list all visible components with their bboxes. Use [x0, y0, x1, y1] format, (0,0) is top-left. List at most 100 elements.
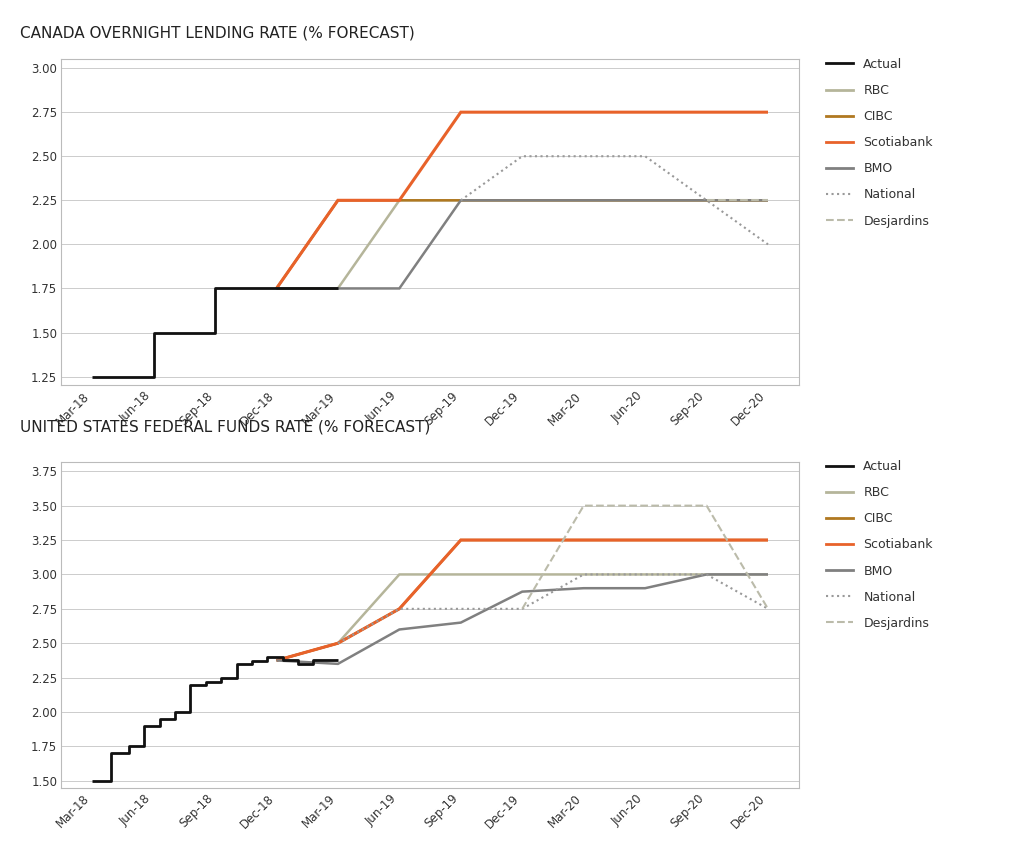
Scotiabank	[639, 535, 651, 545]
RBC	[762, 569, 774, 579]
Scotiabank	[700, 107, 713, 117]
CIBC	[639, 195, 651, 205]
BMO	[578, 195, 590, 205]
Desjardins	[516, 604, 528, 614]
National	[762, 604, 774, 614]
BMO	[393, 284, 406, 294]
National	[393, 604, 406, 614]
CIBC	[455, 195, 467, 205]
Text: UNITED STATES FEDERAL FUNDS RATE (% FORECAST): UNITED STATES FEDERAL FUNDS RATE (% FORE…	[20, 419, 431, 435]
Scotiabank	[700, 535, 713, 545]
RBC	[393, 195, 406, 205]
Scotiabank	[270, 656, 283, 666]
Legend: Actual, RBC, CIBC, Scotiabank, BMO, National, Desjardins: Actual, RBC, CIBC, Scotiabank, BMO, Nati…	[821, 455, 938, 635]
RBC	[332, 284, 344, 294]
Line: National: National	[338, 574, 768, 643]
Scotiabank	[332, 195, 344, 205]
RBC	[393, 569, 406, 579]
BMO	[578, 583, 590, 593]
Scotiabank	[455, 535, 467, 545]
BMO	[762, 569, 774, 579]
RBC	[455, 569, 467, 579]
Scotiabank	[516, 535, 528, 545]
BMO	[455, 617, 467, 628]
National	[700, 195, 713, 205]
BMO	[270, 284, 283, 294]
Scotiabank	[762, 107, 774, 117]
National	[639, 151, 651, 161]
BMO	[516, 587, 528, 597]
BMO	[270, 656, 283, 666]
BMO	[332, 284, 344, 294]
BMO	[455, 195, 467, 205]
National	[578, 569, 590, 579]
BMO	[700, 569, 713, 579]
CIBC	[393, 195, 406, 205]
Line: CIBC: CIBC	[276, 540, 768, 661]
Legend: Actual, RBC, CIBC, Scotiabank, BMO, National, Desjardins: Actual, RBC, CIBC, Scotiabank, BMO, Nati…	[821, 53, 938, 233]
National	[455, 604, 467, 614]
National	[516, 604, 528, 614]
Line: BMO: BMO	[276, 574, 768, 664]
RBC	[639, 195, 651, 205]
CIBC	[578, 195, 590, 205]
RBC	[762, 195, 774, 205]
CIBC	[270, 656, 283, 666]
Scotiabank	[393, 604, 406, 614]
National	[578, 151, 590, 161]
Line: RBC: RBC	[276, 574, 768, 661]
RBC	[332, 638, 344, 648]
CIBC	[578, 535, 590, 545]
CIBC	[332, 638, 344, 648]
Desjardins	[762, 604, 774, 614]
CIBC	[455, 535, 467, 545]
Line: CIBC: CIBC	[276, 200, 768, 289]
Scotiabank	[639, 107, 651, 117]
BMO	[639, 195, 651, 205]
BMO	[700, 195, 713, 205]
RBC	[639, 569, 651, 579]
RBC	[578, 195, 590, 205]
Line: Desjardins: Desjardins	[522, 506, 768, 609]
BMO	[393, 624, 406, 634]
RBC	[578, 569, 590, 579]
RBC	[700, 195, 713, 205]
CIBC	[762, 535, 774, 545]
Line: Scotiabank: Scotiabank	[276, 112, 768, 289]
Line: BMO: BMO	[276, 200, 768, 289]
CIBC	[762, 195, 774, 205]
National	[639, 569, 651, 579]
National	[332, 638, 344, 648]
Scotiabank	[516, 107, 528, 117]
Desjardins	[700, 501, 713, 511]
RBC	[270, 656, 283, 666]
RBC	[455, 195, 467, 205]
National	[762, 240, 774, 250]
Scotiabank	[332, 638, 344, 648]
RBC	[516, 569, 528, 579]
CIBC	[700, 535, 713, 545]
BMO	[516, 195, 528, 205]
RBC	[700, 569, 713, 579]
Desjardins	[762, 195, 774, 205]
Desjardins	[639, 501, 651, 511]
Line: Scotiabank: Scotiabank	[276, 540, 768, 661]
Line: National: National	[461, 156, 768, 245]
Scotiabank	[578, 107, 590, 117]
Scotiabank	[455, 107, 467, 117]
CIBC	[700, 195, 713, 205]
CIBC	[393, 604, 406, 614]
BMO	[332, 659, 344, 669]
Scotiabank	[270, 284, 283, 294]
National	[516, 151, 528, 161]
National	[455, 195, 467, 205]
Line: RBC: RBC	[276, 200, 768, 289]
CIBC	[516, 195, 528, 205]
RBC	[270, 284, 283, 294]
National	[700, 569, 713, 579]
RBC	[516, 195, 528, 205]
CIBC	[332, 195, 344, 205]
CIBC	[516, 535, 528, 545]
Text: CANADA OVERNIGHT LENDING RATE (% FORECAST): CANADA OVERNIGHT LENDING RATE (% FORECAS…	[20, 25, 415, 41]
CIBC	[270, 284, 283, 294]
